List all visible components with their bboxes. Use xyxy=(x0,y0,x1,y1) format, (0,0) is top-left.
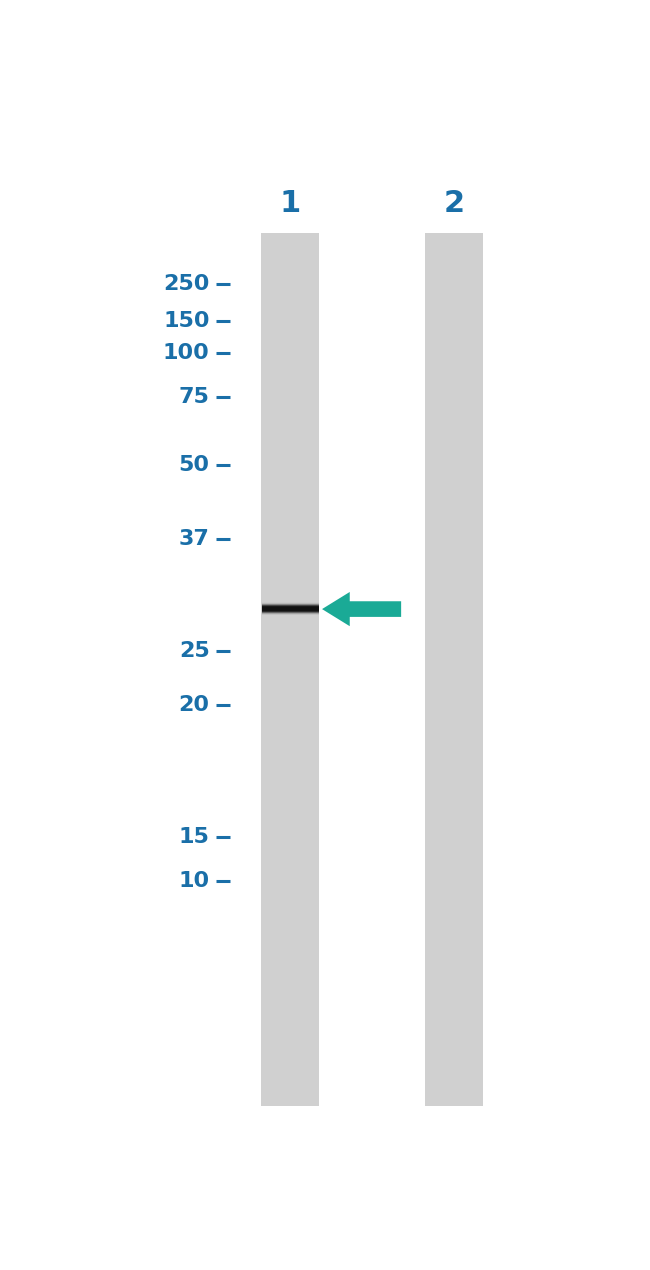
Text: 100: 100 xyxy=(163,343,210,363)
Text: 50: 50 xyxy=(179,456,210,475)
Text: 25: 25 xyxy=(179,641,210,662)
Text: 10: 10 xyxy=(179,871,210,892)
Text: 75: 75 xyxy=(179,387,210,406)
Bar xyxy=(261,232,319,1106)
Text: 250: 250 xyxy=(163,274,210,295)
Text: 15: 15 xyxy=(179,827,210,847)
FancyArrow shape xyxy=(322,592,401,626)
Text: 37: 37 xyxy=(179,528,210,549)
Bar xyxy=(425,232,483,1106)
Text: 1: 1 xyxy=(280,189,301,217)
Text: 150: 150 xyxy=(163,311,210,330)
Text: 2: 2 xyxy=(443,189,465,217)
Text: 20: 20 xyxy=(179,695,210,715)
